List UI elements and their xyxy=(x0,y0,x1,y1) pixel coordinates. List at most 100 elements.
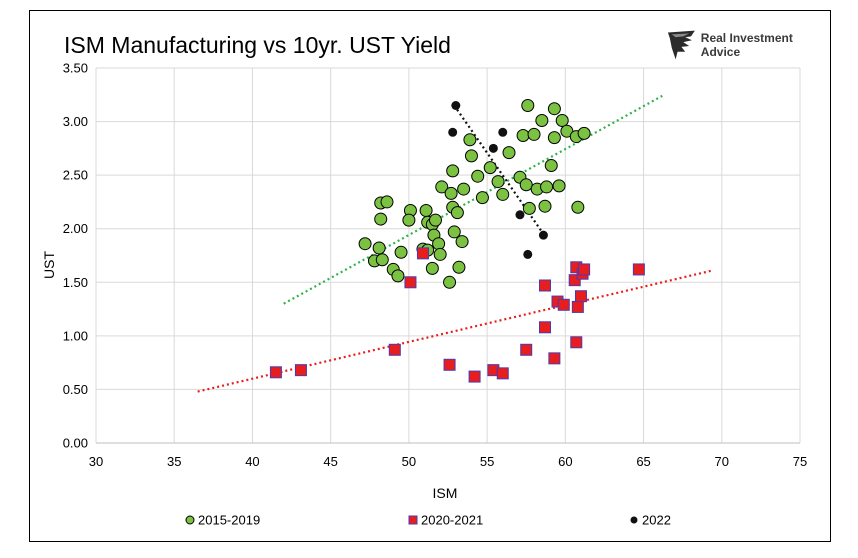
x-tick-label: 70 xyxy=(715,454,729,469)
data-point-2022 xyxy=(498,127,508,137)
data-point-2015-2019 xyxy=(380,195,394,209)
data-point-2015-2019 xyxy=(446,164,460,178)
data-point-2020-2021 xyxy=(574,290,587,303)
legend: 2015-2019 2020-2021 2022 xyxy=(185,513,671,528)
data-point-2015-2019 xyxy=(519,178,533,192)
data-point-2015-2019 xyxy=(433,247,447,261)
brand-logo: Real Investment Advice xyxy=(666,27,830,63)
x-tick-label: 40 xyxy=(245,454,259,469)
data-point-2020-2021 xyxy=(496,367,509,380)
data-point-2020-2021 xyxy=(404,276,417,289)
y-tick-label: 1.00 xyxy=(63,328,88,343)
x-tick-label: 60 xyxy=(558,454,572,469)
y-tick-label: 3.50 xyxy=(63,61,88,76)
y-axis-label: UST xyxy=(41,251,57,279)
data-point-2022 xyxy=(538,230,548,240)
data-point-2015-2019 xyxy=(455,235,469,249)
data-point-2020-2021 xyxy=(269,366,282,379)
x-tick-label: 45 xyxy=(323,454,337,469)
data-point-2015-2019 xyxy=(538,199,552,213)
trendline-2015-2019 xyxy=(283,94,663,305)
trendlines xyxy=(197,94,713,393)
data-point-2020-2021 xyxy=(557,298,570,311)
data-point-2022 xyxy=(515,210,525,220)
data-point-2015-2019 xyxy=(535,114,549,127)
data-point-2015-2019 xyxy=(450,206,464,220)
data-point-2015-2019 xyxy=(375,253,389,267)
data-point-2020-2021 xyxy=(416,247,429,260)
data-point-2015-2019 xyxy=(463,133,477,147)
data-point-2015-2019 xyxy=(425,261,439,275)
data-point-2015-2019 xyxy=(471,169,485,183)
data-point-2015-2019 xyxy=(547,102,561,116)
x-tick-label: 75 xyxy=(793,454,807,469)
data-point-2015-2019 xyxy=(447,225,461,239)
data-point-2015-2019 xyxy=(435,180,449,194)
data-point-2020-2021 xyxy=(570,336,583,349)
data-point-2015-2019 xyxy=(457,182,471,196)
y-tick-label: 1.50 xyxy=(63,275,88,290)
data-point-2020-2021 xyxy=(388,343,401,356)
data-point-2015-2019 xyxy=(391,269,405,283)
data-point-2015-2019 xyxy=(527,127,541,141)
data-point-2015-2019 xyxy=(475,191,489,205)
data-point-2015-2019 xyxy=(521,99,535,112)
axes: 30 35 40 45 50 55 60 65 70 75 0.00 0.50 1.00 1.50 2.00… xyxy=(63,61,808,470)
chart-title: ISM Manufacturing vs 10yr. UST Yield xyxy=(64,32,451,58)
data-point-2015-2019 xyxy=(444,186,458,200)
y-tick-label: 2.50 xyxy=(63,168,88,183)
data-point-2020-2021 xyxy=(548,352,561,365)
data-point-2015-2019 xyxy=(358,237,372,251)
data-point-2022 xyxy=(523,249,533,259)
data-point-2015-2019 xyxy=(544,159,558,172)
data-point-2022 xyxy=(451,101,461,110)
brand-name: Real Investment Advice xyxy=(700,31,793,59)
data-point-2015-2019 xyxy=(372,241,386,255)
legend-marker-2020-2021 xyxy=(408,515,418,525)
data-point-2020-2021 xyxy=(571,300,584,313)
data-point-2022 xyxy=(488,143,498,153)
data-point-2015-2019 xyxy=(432,237,446,251)
data-point-2015-2019 xyxy=(491,175,505,189)
data-point-2020-2021 xyxy=(520,343,533,356)
x-tick-label: 35 xyxy=(167,454,181,469)
data-point-2020-2021 xyxy=(443,358,456,371)
data-point-2020-2021 xyxy=(538,321,551,334)
data-point-2020-2021 xyxy=(294,364,307,377)
trendline-2020-2021 xyxy=(197,269,713,393)
y-tick-label: 2.00 xyxy=(63,221,88,236)
data-point-2015-2019 xyxy=(496,187,510,201)
data-point-2015-2019 xyxy=(540,180,554,194)
data-point-2015-2019 xyxy=(443,275,457,289)
data-point-2015-2019 xyxy=(419,204,433,217)
data-point-2015-2019 xyxy=(577,126,591,140)
data-point-2015-2019 xyxy=(522,201,536,215)
legend-marker-2022 xyxy=(630,516,638,524)
legend-label-2020-2021: 2020-2021 xyxy=(421,513,483,528)
data-point-2015-2019 xyxy=(428,213,442,227)
data-point-2015-2019 xyxy=(516,129,530,142)
legend-label-2015-2019: 2015-2019 xyxy=(198,513,260,528)
data-point-2020-2021 xyxy=(468,370,481,383)
data-point-2015-2019 xyxy=(452,260,466,274)
data-point-2015-2019 xyxy=(464,149,478,163)
data-point-2020-2021 xyxy=(578,263,591,276)
data-points xyxy=(269,99,645,383)
gridlines xyxy=(95,67,801,444)
data-point-2022 xyxy=(448,127,458,137)
data-point-2015-2019 xyxy=(552,179,566,193)
chart-frame: ISM Manufacturing vs 10yr. UST Yield 30 3… xyxy=(29,10,831,542)
data-point-2015-2019 xyxy=(483,161,497,175)
x-axis-label: ISM xyxy=(433,485,458,501)
data-point-2015-2019 xyxy=(555,114,569,127)
data-point-2015-2019 xyxy=(502,146,516,160)
legend-label-2022: 2022 xyxy=(642,513,671,528)
scatter-chart: ISM Manufacturing vs 10yr. UST Yield 30 3… xyxy=(41,32,808,528)
data-point-2015-2019 xyxy=(374,212,388,226)
x-tick-label: 55 xyxy=(480,454,494,469)
x-tick-label: 50 xyxy=(402,454,416,469)
y-tick-label: 0.00 xyxy=(63,436,88,451)
data-point-2020-2021 xyxy=(632,263,645,276)
data-point-2020-2021 xyxy=(538,279,551,292)
data-point-2015-2019 xyxy=(394,245,408,259)
